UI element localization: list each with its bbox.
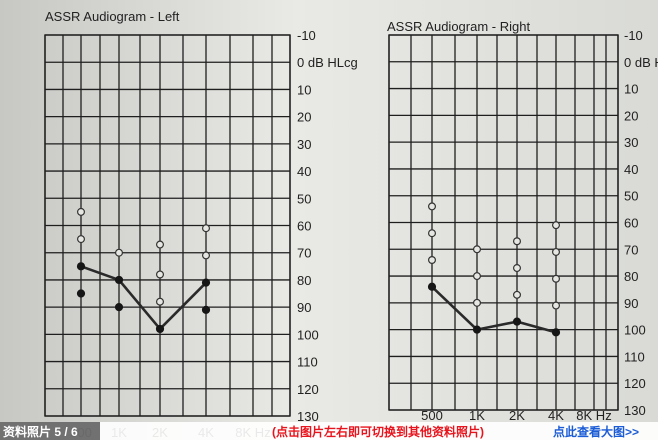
y-tick-label-left: 70 bbox=[297, 246, 311, 261]
filled-marker-left bbox=[114, 303, 124, 312]
y-tick-label-left: 90 bbox=[297, 300, 311, 315]
y-tick-label-right: 100 bbox=[624, 323, 646, 338]
y-tick-label-right: 70 bbox=[624, 242, 638, 257]
y-tick-label-right: 110 bbox=[624, 349, 645, 364]
open-marker-right bbox=[473, 245, 482, 254]
y-tick-label-right: 120 bbox=[624, 376, 646, 391]
y-tick-label-left: 120 bbox=[297, 382, 319, 397]
open-marker-left bbox=[202, 251, 211, 260]
chart-title-left: ASSR Audiogram - Left bbox=[45, 9, 180, 24]
filled-marker-left bbox=[201, 278, 211, 287]
threshold-line-right bbox=[431, 285, 557, 334]
open-marker-right bbox=[512, 290, 521, 299]
filled-marker-left bbox=[76, 262, 86, 271]
open-marker-left bbox=[76, 235, 85, 244]
threshold-line-left bbox=[80, 265, 207, 331]
open-marker-right bbox=[551, 221, 560, 230]
open-marker-right bbox=[428, 202, 437, 211]
y-tick-label-left: 10 bbox=[297, 82, 311, 97]
open-marker-left bbox=[156, 270, 165, 279]
open-marker-left bbox=[156, 297, 165, 306]
y-tick-label-right: 130 bbox=[624, 403, 646, 418]
open-marker-left bbox=[202, 224, 211, 233]
y-tick-label-left: 30 bbox=[297, 137, 311, 152]
y-tick-label-right: 30 bbox=[624, 135, 638, 150]
open-marker-left bbox=[76, 207, 85, 216]
y-tick-label-left: 50 bbox=[297, 191, 311, 206]
y-tick-label-left: 60 bbox=[297, 219, 311, 234]
y-tick-label-left: 40 bbox=[297, 164, 311, 179]
caption-bar-bg bbox=[0, 422, 658, 440]
y-tick-label-right: 50 bbox=[624, 189, 638, 204]
x-tick-label-right: 1K bbox=[469, 408, 485, 423]
y-tick-label-right: 10 bbox=[624, 82, 638, 97]
chart-frame-left bbox=[44, 34, 291, 417]
y-tick-label-left: 20 bbox=[297, 110, 311, 125]
open-marker-right bbox=[551, 247, 560, 256]
photo-counter-bg bbox=[0, 422, 100, 440]
filled-marker-right bbox=[472, 325, 482, 334]
chart-frame-right bbox=[388, 34, 619, 411]
open-marker-right bbox=[473, 298, 482, 307]
x-tick-label-right: 500 bbox=[421, 408, 443, 423]
filled-marker-right bbox=[512, 317, 522, 326]
x-tick-label-right: 4K bbox=[548, 408, 564, 423]
y-tick-label-right: 40 bbox=[624, 162, 638, 177]
y-tick-label-left: 0 dB HLcg bbox=[297, 55, 358, 70]
open-marker-right bbox=[551, 301, 560, 310]
open-marker-right bbox=[512, 264, 521, 273]
open-marker-right bbox=[428, 229, 437, 238]
y-tick-label-left: -10 bbox=[297, 28, 316, 43]
photo-counter: 资料照片 5 / 6 bbox=[3, 424, 78, 439]
x-tick-label-right: 2K bbox=[509, 408, 525, 423]
open-marker-right bbox=[551, 274, 560, 283]
y-tick-label-right: 80 bbox=[624, 269, 638, 284]
switch-photo-hint[interactable]: (点击图片左右即可切换到其他资料照片) bbox=[272, 424, 484, 439]
chart-title-right: ASSR Audiogram - Right bbox=[387, 19, 530, 34]
open-marker-right bbox=[428, 256, 437, 265]
y-tick-label-right: -10 bbox=[624, 28, 643, 43]
y-tick-label-right: 20 bbox=[624, 108, 638, 123]
filled-marker-left bbox=[76, 289, 86, 298]
filled-marker-left bbox=[201, 305, 211, 314]
open-marker-right bbox=[473, 272, 482, 281]
open-marker-right bbox=[512, 237, 521, 246]
y-tick-label-left: 100 bbox=[297, 327, 319, 342]
caption-bar: 资料照片 5 / 6 (点击图片左右即可切换到其他资料照片) 点此查看大图>> bbox=[0, 422, 658, 440]
y-tick-label-left: 130 bbox=[297, 409, 319, 424]
y-tick-label-right: 90 bbox=[624, 296, 638, 311]
right-ear-chart: ASSR Audiogram - Right -10 0 dB HLcg 10 20 30… bbox=[387, 19, 658, 423]
y-tick-label-left: 80 bbox=[297, 273, 311, 288]
x-tick-label-right: 8K Hz bbox=[576, 408, 611, 423]
filled-marker-right bbox=[427, 282, 437, 291]
filled-marker-right bbox=[551, 328, 561, 337]
open-marker-left bbox=[114, 248, 123, 257]
filled-marker-left bbox=[114, 275, 124, 285]
y-tick-label-left: 110 bbox=[297, 355, 318, 370]
y-tick-label-right: 60 bbox=[624, 216, 638, 231]
open-marker-left bbox=[156, 240, 165, 249]
view-large-image-link[interactable]: 点此查看大图>> bbox=[553, 424, 639, 439]
y-tick-label-right: 0 dB HLcg bbox=[624, 55, 658, 70]
filled-marker-left bbox=[155, 324, 165, 334]
